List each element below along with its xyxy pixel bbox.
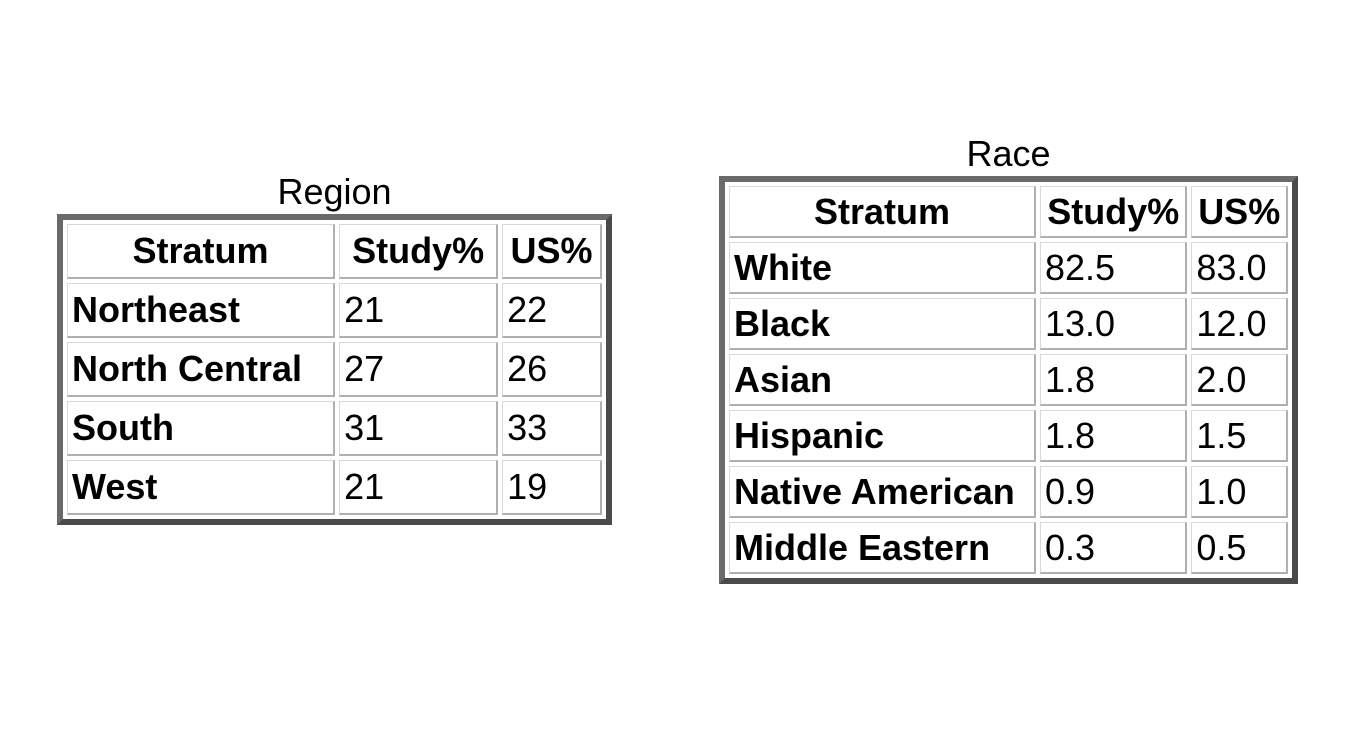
stratum-cell: Native American bbox=[729, 466, 1036, 518]
region-table-block: Region Stratum Study% US% Northeast 21 2… bbox=[57, 170, 612, 525]
us-pct-cell: 1.0 bbox=[1191, 466, 1288, 518]
us-pct-cell: 83.0 bbox=[1191, 242, 1288, 294]
region-table: Stratum Study% US% Northeast 21 22 North… bbox=[57, 214, 612, 525]
stratum-cell: Hispanic bbox=[729, 410, 1036, 462]
study-pct-cell: 0.3 bbox=[1040, 522, 1188, 574]
table-row: Black 13.0 12.0 bbox=[729, 298, 1288, 350]
table-row: South 31 33 bbox=[67, 401, 602, 456]
table-row: White 82.5 83.0 bbox=[729, 242, 1288, 294]
header-study-pct: Study% bbox=[1040, 186, 1188, 238]
study-pct-cell: 13.0 bbox=[1040, 298, 1188, 350]
header-row: Stratum Study% US% bbox=[67, 224, 602, 279]
table-caption: Region bbox=[277, 171, 392, 212]
header-us-pct: US% bbox=[1191, 186, 1288, 238]
table-row: Middle Eastern 0.3 0.5 bbox=[729, 522, 1288, 574]
us-pct-cell: 22 bbox=[502, 283, 602, 338]
header-study-pct: Study% bbox=[339, 224, 499, 279]
study-pct-cell: 21 bbox=[339, 283, 499, 338]
us-pct-cell: 12.0 bbox=[1191, 298, 1288, 350]
study-pct-cell: 1.8 bbox=[1040, 410, 1188, 462]
race-table-block: Race Stratum Study% US% White 82.5 83.0 … bbox=[719, 132, 1298, 584]
study-pct-cell: 21 bbox=[339, 460, 499, 515]
race-table: Stratum Study% US% White 82.5 83.0 Black… bbox=[719, 176, 1298, 584]
header-stratum: Stratum bbox=[729, 186, 1036, 238]
stratum-cell: West bbox=[67, 460, 336, 515]
us-pct-cell: 33 bbox=[502, 401, 602, 456]
stratum-cell: South bbox=[67, 401, 336, 456]
study-pct-cell: 1.8 bbox=[1040, 354, 1188, 406]
table-caption: Race bbox=[966, 133, 1051, 174]
table-row: Asian 1.8 2.0 bbox=[729, 354, 1288, 406]
header-stratum: Stratum bbox=[67, 224, 336, 279]
stratum-cell: North Central bbox=[67, 342, 336, 397]
stratum-cell: Asian bbox=[729, 354, 1036, 406]
study-pct-cell: 31 bbox=[339, 401, 499, 456]
stratum-cell: Black bbox=[729, 298, 1036, 350]
study-pct-cell: 27 bbox=[339, 342, 499, 397]
us-pct-cell: 19 bbox=[502, 460, 602, 515]
us-pct-cell: 0.5 bbox=[1191, 522, 1288, 574]
us-pct-cell: 2.0 bbox=[1191, 354, 1288, 406]
table-row: North Central 27 26 bbox=[67, 342, 602, 397]
stratum-cell: White bbox=[729, 242, 1036, 294]
us-pct-cell: 1.5 bbox=[1191, 410, 1288, 462]
stratum-cell: Middle Eastern bbox=[729, 522, 1036, 574]
study-pct-cell: 82.5 bbox=[1040, 242, 1188, 294]
header-us-pct: US% bbox=[502, 224, 602, 279]
study-pct-cell: 0.9 bbox=[1040, 466, 1188, 518]
table-row: Native American 0.9 1.0 bbox=[729, 466, 1288, 518]
header-row: Stratum Study% US% bbox=[729, 186, 1288, 238]
stratum-cell: Northeast bbox=[67, 283, 336, 338]
us-pct-cell: 26 bbox=[502, 342, 602, 397]
table-row: Hispanic 1.8 1.5 bbox=[729, 410, 1288, 462]
table-row: Northeast 21 22 bbox=[67, 283, 602, 338]
table-row: West 21 19 bbox=[67, 460, 602, 515]
